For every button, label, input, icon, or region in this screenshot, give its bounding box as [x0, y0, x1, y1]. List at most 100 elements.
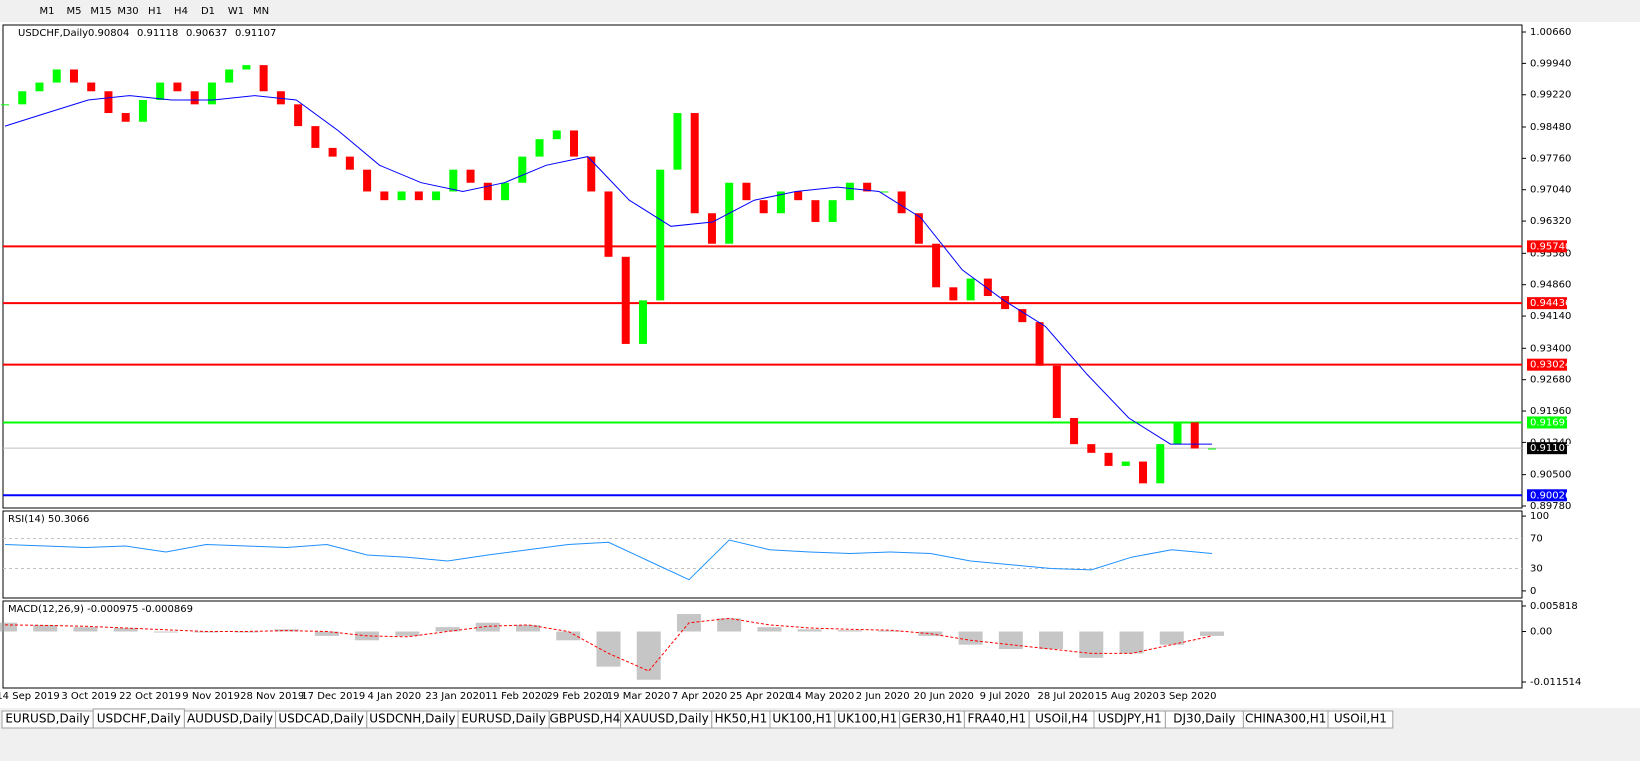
ohlc-value: 0.90637 [186, 28, 227, 39]
y-tick-label: 0.94140 [1530, 311, 1571, 322]
rsi-panel [2, 510, 1523, 599]
candle [845, 182, 854, 201]
timeframe-button[interactable]: M1 [40, 6, 55, 17]
tab-label[interactable]: UK100,H1 [837, 712, 897, 726]
candle [587, 156, 596, 192]
candle [656, 169, 665, 301]
macd-bar [1159, 631, 1184, 645]
timeframe-button[interactable]: H4 [174, 6, 188, 17]
macd-bar [113, 628, 138, 632]
macd-title: MACD(12,26,9) -0.000975 -0.000869 [8, 604, 193, 615]
y-tick-label: 1.00660 [1530, 27, 1571, 38]
tab-label[interactable]: DJ30,Daily [1173, 712, 1235, 726]
tab-label[interactable]: GER30,H1 [902, 712, 963, 726]
symbol: USDCHF,Daily [18, 28, 88, 39]
macd-bar [878, 630, 903, 632]
macd-bar [717, 618, 742, 632]
tab-label[interactable]: GBPUSD,H4 [549, 712, 620, 726]
tab-label[interactable]: EURUSD,Daily [5, 712, 90, 726]
tab-label[interactable]: UK100,H1 [772, 712, 832, 726]
macd-bar [194, 631, 219, 633]
rsi-line [4, 539, 1213, 581]
candle [207, 82, 216, 105]
tab-label[interactable]: USDJPY,H1 [1098, 712, 1162, 726]
tab-label[interactable]: HK50,H1 [715, 712, 768, 726]
candle [328, 147, 337, 157]
tab-label[interactable]: AUDUSD,Daily [187, 712, 273, 726]
candle [914, 213, 923, 244]
candle [501, 182, 510, 201]
candle [449, 169, 458, 192]
candle [1104, 452, 1113, 466]
candle [173, 82, 182, 92]
macd-bar [0, 622, 17, 632]
toolbar [0, 0, 1640, 22]
x-tick-label: 22 Oct 2019 [119, 691, 181, 702]
timeframe-button[interactable]: D1 [201, 6, 215, 17]
x-tick-label: 2 Jun 2020 [856, 691, 910, 702]
candle [1035, 322, 1044, 366]
rsi-tick-label: 0 [1530, 586, 1536, 597]
y-tick-label: 0.91960 [1530, 406, 1571, 417]
macd-tick-label: -0.011514 [1530, 677, 1581, 688]
timeframe-button[interactable]: H1 [148, 6, 162, 17]
candle [190, 91, 199, 105]
candle [432, 191, 441, 201]
timeframe-button[interactable]: M30 [117, 6, 138, 17]
candle [380, 191, 389, 201]
tab-label[interactable]: USDCHF,Daily [97, 712, 181, 726]
candle [966, 278, 975, 301]
candle [1190, 422, 1199, 449]
tab-label[interactable]: USOil,H1 [1334, 712, 1387, 726]
rsi-tick-label: 100 [1530, 511, 1549, 522]
tab-label[interactable]: XAUUSD,Daily [624, 712, 709, 726]
tab-label[interactable]: USOil,H4 [1035, 712, 1088, 726]
macd-bar [395, 631, 420, 636]
macd-bar [475, 622, 500, 632]
macd-bar [1039, 631, 1064, 650]
ohlc-value: 0.90804 [88, 28, 129, 39]
candle [104, 91, 113, 114]
candle [345, 156, 354, 170]
tab-label[interactable]: FRA40,H1 [967, 712, 1026, 726]
timeframe-button[interactable]: M5 [67, 6, 82, 17]
candle [225, 69, 234, 83]
timeframe-button[interactable]: MN [253, 6, 269, 17]
x-tick-label: 25 Apr 2020 [730, 691, 792, 702]
main-panel [2, 24, 1523, 509]
tab-label[interactable]: USDCNH,Daily [369, 712, 455, 726]
macd-bar [435, 627, 460, 632]
tab[interactable] [1327, 710, 1394, 729]
candle [518, 156, 527, 183]
y-tick-label: 0.90500 [1530, 470, 1571, 481]
tab-label[interactable]: CHINA300,H1 [1245, 712, 1327, 726]
timeframe-button[interactable]: W1 [228, 6, 244, 17]
candle [552, 130, 561, 140]
tab-label[interactable]: USDCAD,Daily [278, 712, 364, 726]
y-tick-label: 0.99940 [1530, 58, 1571, 69]
timeframe-button[interactable]: M15 [90, 6, 111, 17]
candle [1121, 461, 1130, 466]
macd-bar [153, 631, 178, 633]
macd-bar [516, 624, 541, 632]
macd-bar [837, 630, 862, 632]
candle [87, 82, 96, 92]
macd-bar [757, 627, 782, 632]
level-label-bg [1527, 297, 1567, 310]
candle [638, 300, 647, 344]
candle [1156, 444, 1165, 484]
rsi-title: RSI(14) 50.3066 [8, 514, 89, 525]
candle [156, 82, 165, 100]
macd-tick-label: 0.005818 [1530, 601, 1578, 612]
level-label-bg [1527, 489, 1567, 502]
macd-bar [958, 631, 983, 645]
candle [673, 113, 682, 170]
candle [35, 82, 44, 92]
candle [1139, 461, 1148, 484]
candle [828, 200, 837, 222]
x-tick-label: 19 Mar 2020 [607, 691, 670, 702]
candle [414, 191, 423, 201]
candle [897, 191, 906, 214]
x-tick-label: 4 Jan 2020 [368, 691, 422, 702]
tab-label[interactable]: EURUSD,Daily [461, 712, 546, 726]
